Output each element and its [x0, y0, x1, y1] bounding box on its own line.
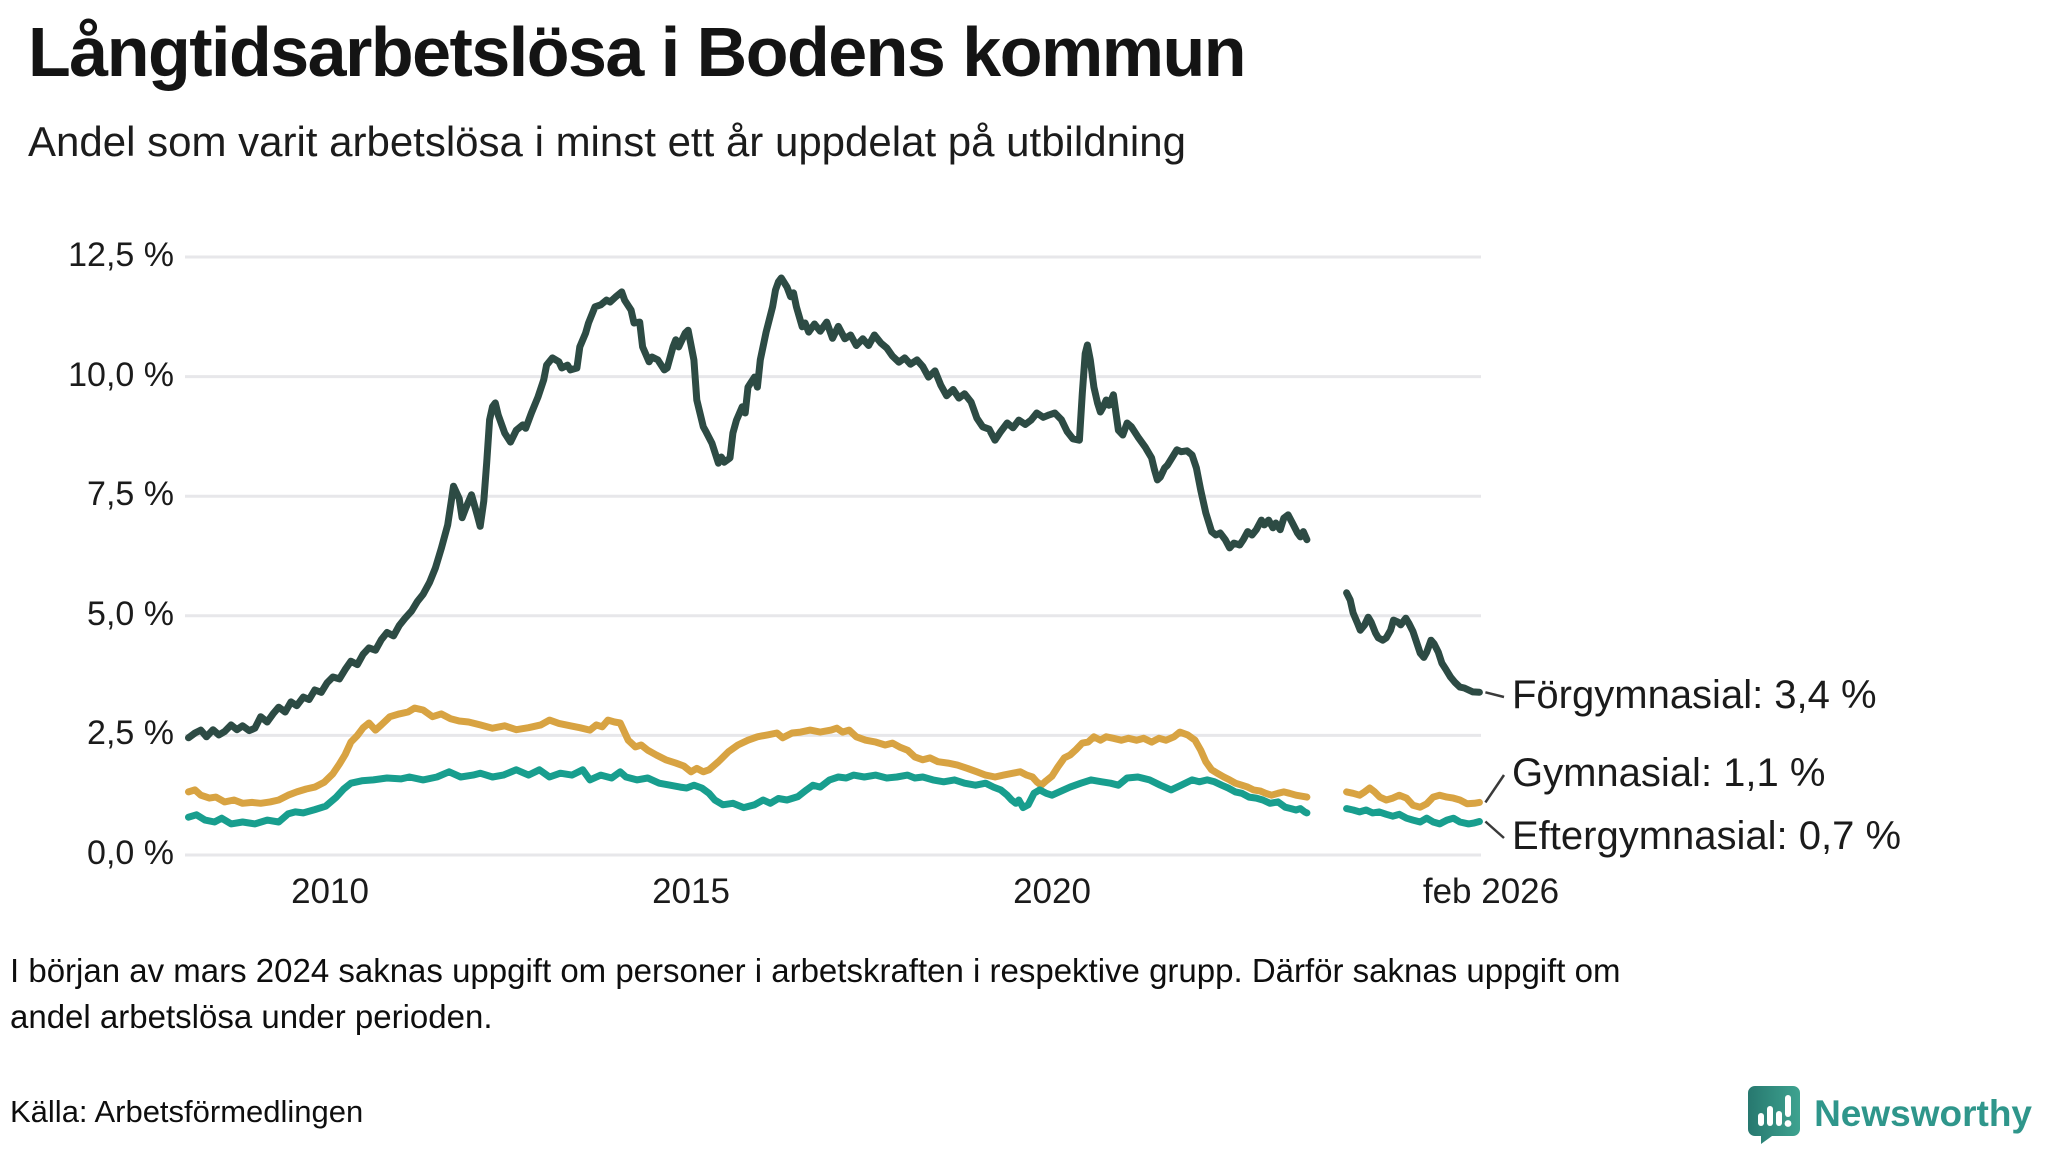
logo-exclamation-icon [1785, 1095, 1792, 1117]
x-axis-tick-label: feb 2026 [1422, 872, 1560, 911]
label-connector [1485, 691, 1505, 699]
newsworthy-logo[interactable]: Newsworthy [1746, 1084, 2032, 1144]
source-label: Källa: Arbetsförmedlingen [10, 1094, 364, 1129]
y-axis-tick-label: 5,0 % [87, 594, 174, 633]
series-line-förgymnasial [1343, 589, 1483, 696]
newsworthy-logo-icon [1748, 1086, 1801, 1144]
y-axis-tick-label: 12,5 % [68, 236, 174, 274]
newsworthy-logo-text: Newsworthy [1814, 1093, 2032, 1134]
label-connector [1484, 774, 1506, 804]
logo-bar-icon [1758, 1113, 1765, 1126]
series-end-label-eftergymnasial: Eftergymnasial: 0,7 % [1512, 814, 1902, 858]
chart-footnote: I början av mars 2024 saknas uppgift om … [10, 948, 1621, 1040]
series-end-label-gymnasial: Gymnasial: 1,1 % [1512, 751, 1826, 795]
y-axis-tick-label: 0,0 % [87, 834, 174, 872]
chart-subtitle: Andel som varit arbetslösa i minst ett å… [28, 118, 1186, 165]
y-axis-tick-label: 2,5 % [87, 714, 174, 753]
logo-exclamation-dot-icon [1784, 1120, 1792, 1127]
series-end-label-förgymnasial: Förgymnasial: 3,4 % [1512, 673, 1877, 717]
footnote-line-1: I början av mars 2024 saknas uppgift om … [10, 952, 1621, 989]
logo-bar-icon [1776, 1111, 1783, 1126]
x-axis-tick-label: 2015 [652, 872, 730, 911]
series-line-gymnasial [1343, 784, 1483, 811]
footnote-line-2: andel arbetslösa under perioden. [10, 998, 493, 1035]
x-axis-tick-label: 2010 [291, 872, 369, 911]
series-line-gymnasial [185, 704, 1311, 807]
chart-title: Långtidsarbetslösa i Bodens kommun [28, 13, 1247, 91]
label-connector [1484, 820, 1505, 839]
x-axis-tick-label: 2020 [1013, 872, 1091, 911]
y-axis-tick-label: 10,0 % [68, 355, 174, 394]
series-line-förgymnasial [185, 274, 1311, 742]
series-line-eftergymnasial [185, 766, 1311, 828]
logo-bar-icon [1767, 1106, 1774, 1126]
y-axis-tick-label: 7,5 % [87, 475, 174, 514]
series-line-eftergymnasial [1343, 805, 1483, 828]
